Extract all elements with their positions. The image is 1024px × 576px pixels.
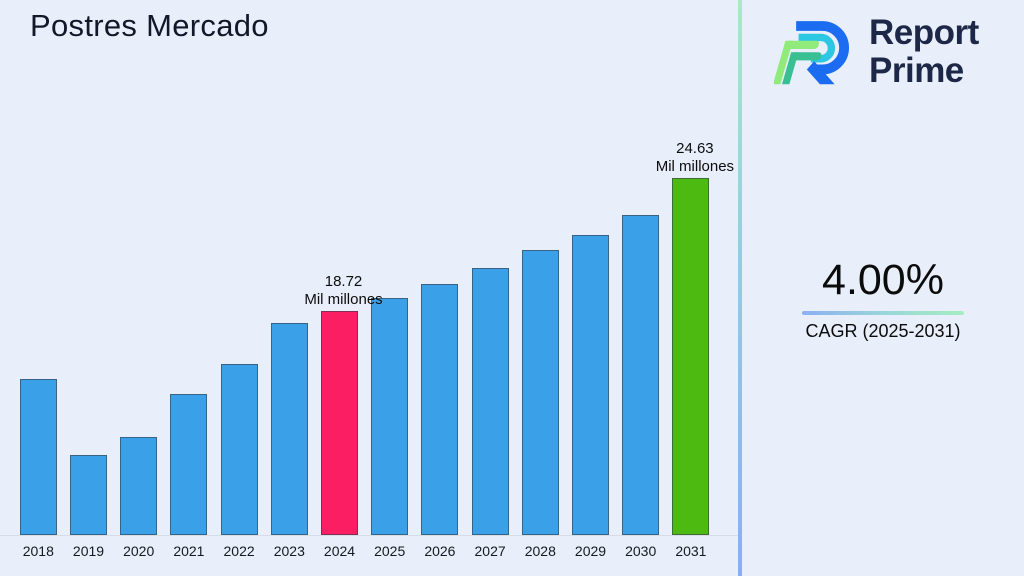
x-tick-2027: 2027	[474, 543, 506, 559]
annotation-value: 18.72	[324, 273, 363, 290]
bar-2027	[471, 268, 509, 535]
bar-2019	[70, 455, 107, 535]
bar-2018	[19, 379, 57, 535]
bar-2020	[120, 437, 158, 535]
bar-2029	[572, 235, 609, 535]
x-tick-2025: 2025	[374, 543, 406, 559]
page-title: Postres Mercado	[30, 8, 269, 43]
bar-2030	[622, 215, 660, 535]
x-tick-2029: 2029	[574, 543, 607, 559]
x-tick-2028: 2028	[524, 543, 556, 559]
side-panel: Report Prime 4.00% CAGR (2025-2031)	[742, 0, 1024, 576]
x-tick-2020: 2020	[123, 543, 155, 559]
x-tick-2031: 2031	[675, 543, 707, 559]
x-tick-2024: 2024	[323, 543, 356, 559]
annotation-unit: Mil millones	[655, 158, 735, 175]
x-axis-line	[0, 535, 738, 536]
bar-2026	[421, 284, 459, 535]
bar-2023	[270, 323, 308, 535]
bar-2025	[371, 298, 409, 535]
annotation-2024: 18.72 Mil millones	[304, 273, 382, 309]
x-tick-2030: 2030	[625, 543, 657, 559]
logo-wordmark: Report Prime	[869, 7, 979, 90]
bar-2028	[521, 250, 559, 535]
bar-2024	[321, 311, 358, 535]
panel-separator-line	[738, 0, 742, 576]
x-tick-2021: 2021	[173, 543, 205, 559]
cagr-underline	[802, 311, 964, 315]
report-prime-logo-icon	[774, 21, 850, 85]
x-tick-2022: 2022	[223, 543, 255, 559]
report-prime-logo: Report Prime	[774, 7, 979, 95]
bar-2021	[170, 394, 208, 535]
annotation-unit: Mil millones	[304, 291, 383, 308]
cagr-value: 4.00%	[822, 256, 944, 304]
cagr-label: CAGR (2025-2031)	[805, 321, 961, 341]
logo-word-report: Report	[869, 13, 979, 52]
x-tick-2026: 2026	[424, 543, 456, 559]
logo-word-prime: Prime	[869, 51, 964, 90]
annotation-value: 24.63	[676, 140, 714, 157]
cagr-block: 4.00% CAGR (2025-2031)	[742, 259, 1024, 342]
bar-2031	[672, 178, 710, 535]
x-tick-2023: 2023	[273, 543, 305, 559]
annotation-2031: 24.63 Mil millones	[656, 140, 734, 176]
x-tick-2018: 2018	[22, 543, 54, 559]
x-tick-2019: 2019	[72, 543, 105, 559]
bar-chart: 2018 2019 2020 2021 2022 2023 2024 2025 2026 2027…	[0, 140, 738, 559]
bar-2022	[220, 364, 258, 535]
